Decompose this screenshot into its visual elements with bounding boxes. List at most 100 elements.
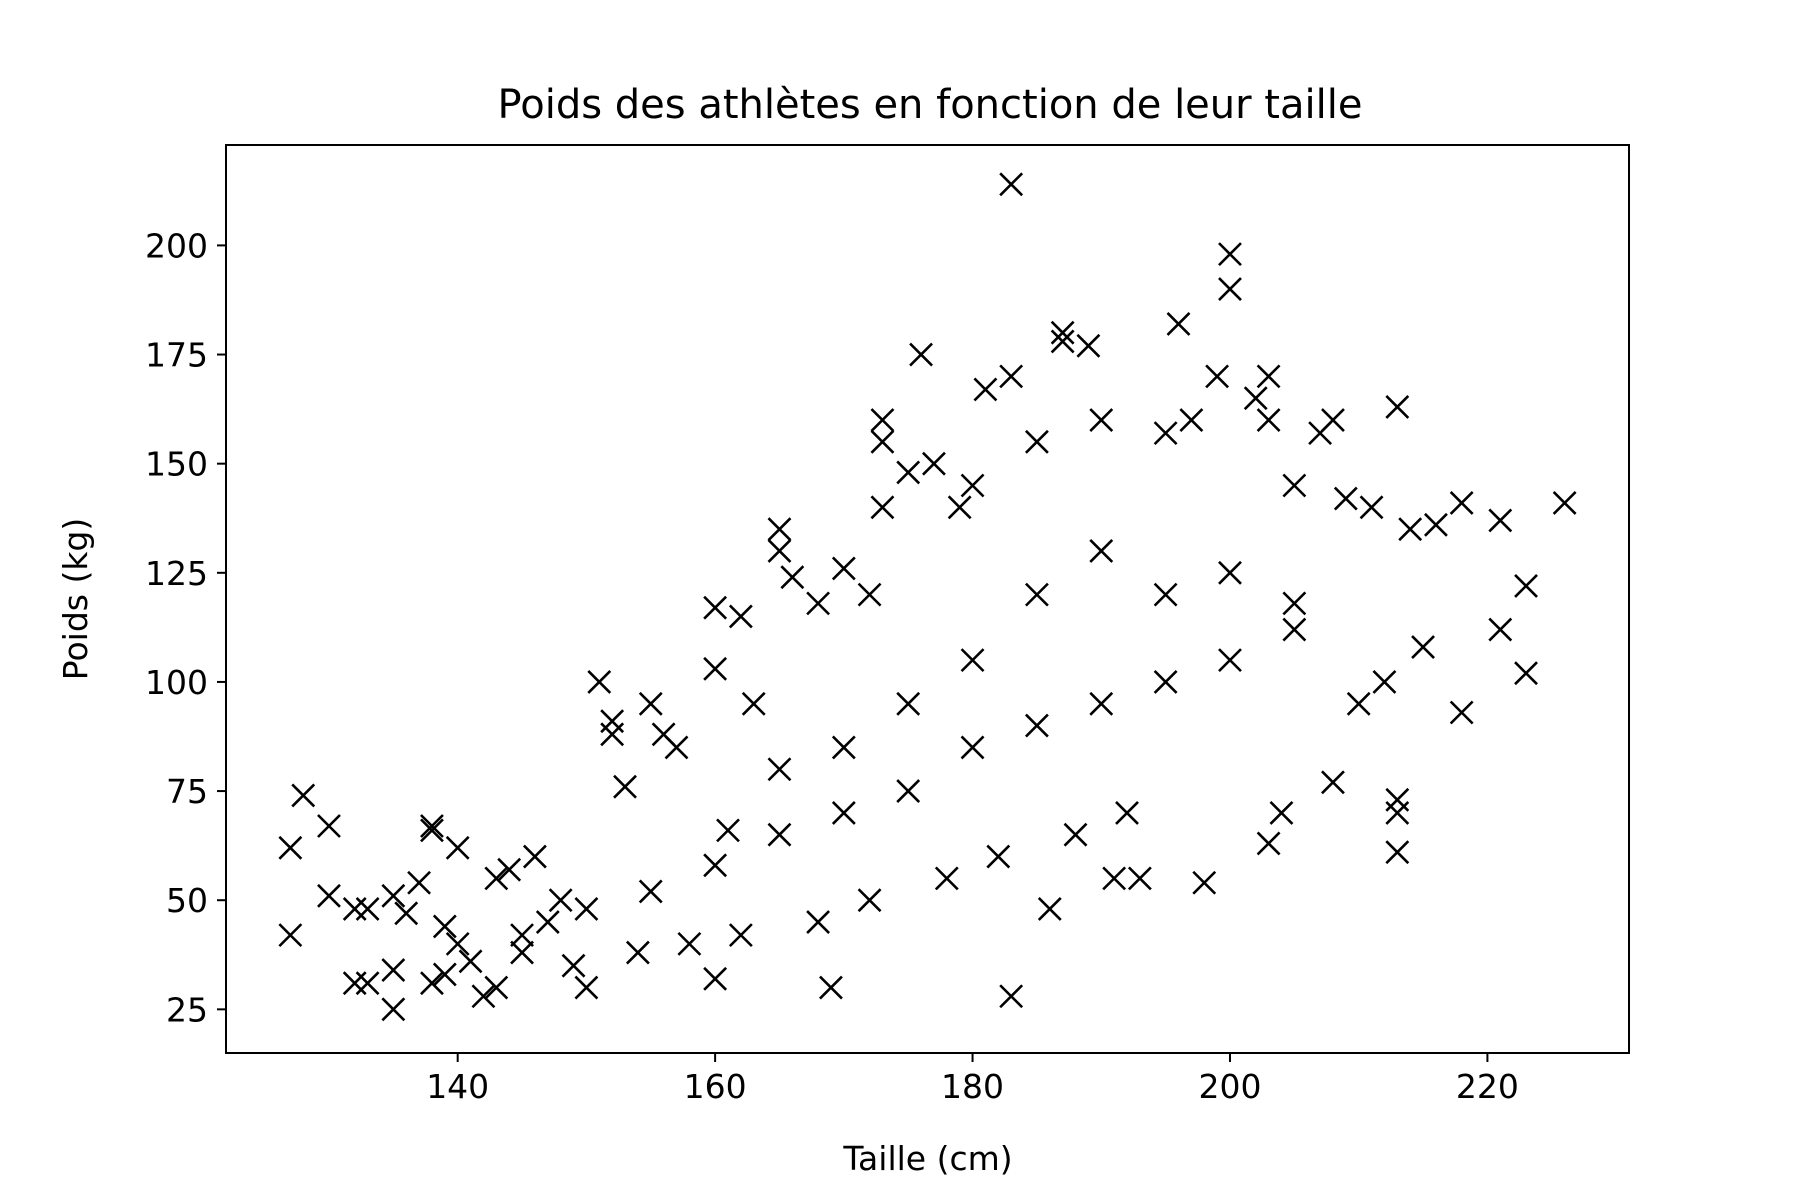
- plot-frame: [225, 144, 1630, 1054]
- data-point: [896, 460, 921, 485]
- data-point: [1153, 670, 1178, 694]
- data-point: [432, 914, 457, 939]
- data-point: [1218, 648, 1242, 673]
- data-point: [1449, 491, 1474, 515]
- y-tick-label: 200: [145, 226, 208, 265]
- data-point: [407, 870, 431, 895]
- data-point: [1333, 486, 1358, 511]
- data-point: [278, 835, 303, 860]
- data-point: [1166, 312, 1191, 336]
- data-point: [342, 971, 367, 996]
- data-point: [1488, 617, 1513, 642]
- data-point: [587, 670, 612, 694]
- data-point: [896, 691, 921, 716]
- y-tick-label: 100: [145, 663, 208, 702]
- data-point: [1102, 866, 1127, 891]
- data-point: [1089, 408, 1114, 432]
- data-point: [1514, 573, 1538, 598]
- data-point: [1385, 840, 1410, 865]
- data-point: [857, 888, 882, 913]
- data-point: [960, 473, 985, 498]
- data-point: [960, 648, 985, 673]
- data-point: [947, 495, 972, 520]
- data-point: [896, 779, 921, 803]
- x-axis-label: Taille (cm): [842, 1139, 1012, 1178]
- data-point: [741, 691, 766, 716]
- data-point: [638, 691, 663, 716]
- data-point: [1514, 661, 1538, 686]
- y-tick-label: 125: [145, 554, 208, 593]
- data-point: [819, 975, 843, 1000]
- data-point: [1089, 691, 1114, 716]
- data-point: [420, 818, 444, 843]
- data-point: [1218, 277, 1242, 301]
- data-point: [1372, 670, 1397, 694]
- data-point: [471, 984, 496, 1009]
- data-point: [716, 818, 740, 843]
- y-tick-label: 25: [166, 990, 208, 1029]
- data-point: [1218, 560, 1242, 585]
- data-point: [317, 883, 341, 908]
- data-point: [510, 940, 534, 965]
- data-point: [600, 709, 625, 734]
- y-tick-label: 50: [166, 881, 208, 920]
- data-point: [806, 591, 831, 616]
- data-point: [432, 962, 457, 987]
- data-point: [445, 835, 470, 860]
- data-point: [420, 971, 444, 996]
- data-point: [1282, 617, 1307, 642]
- data-point: [703, 595, 728, 620]
- x-tick-label: 180: [941, 1067, 1004, 1106]
- data-point: [1218, 242, 1242, 267]
- data-point: [934, 866, 959, 891]
- data-point: [1063, 822, 1088, 847]
- data-point: [999, 364, 1024, 389]
- data-point: [484, 866, 509, 891]
- data-point: [973, 377, 998, 402]
- data-point: [613, 774, 637, 799]
- x-tick-label: 220: [1456, 1067, 1519, 1106]
- y-tick-label: 150: [145, 445, 208, 484]
- x-axis-ticks: 140 160 180 200 220: [426, 1053, 1519, 1106]
- data-point: [1179, 408, 1204, 432]
- data-points: [278, 172, 1577, 1022]
- data-point: [960, 735, 985, 760]
- data-point: [638, 879, 663, 904]
- data-point: [1411, 635, 1435, 659]
- data-point: [857, 582, 882, 607]
- data-point: [767, 517, 792, 542]
- data-point: [999, 984, 1024, 1009]
- data-point: [381, 883, 406, 908]
- data-point: [922, 451, 946, 476]
- data-point: [1205, 364, 1230, 389]
- data-point: [1346, 691, 1371, 716]
- data-point: [986, 844, 1011, 869]
- data-point: [1269, 800, 1294, 825]
- data-point: [355, 897, 380, 921]
- data-point: [1050, 329, 1075, 354]
- data-point: [664, 735, 689, 760]
- data-point: [574, 975, 599, 1000]
- data-point: [831, 800, 856, 825]
- data-point: [1488, 508, 1513, 533]
- data-point: [600, 722, 625, 747]
- data-point: [1024, 429, 1049, 454]
- data-point: [1153, 421, 1178, 446]
- data-point: [1153, 582, 1178, 607]
- data-point: [1089, 539, 1114, 563]
- data-point: [497, 857, 522, 882]
- data-point: [728, 604, 753, 629]
- data-point: [535, 910, 560, 934]
- data-point: [1050, 320, 1075, 345]
- data-point: [1115, 800, 1139, 825]
- data-point: [703, 966, 728, 991]
- data-point: [870, 495, 895, 520]
- data-point: [1076, 333, 1101, 358]
- data-point: [625, 940, 650, 965]
- data-point: [1359, 495, 1384, 520]
- data-point: [394, 901, 419, 926]
- data-point: [767, 757, 792, 782]
- data-point: [1256, 364, 1281, 389]
